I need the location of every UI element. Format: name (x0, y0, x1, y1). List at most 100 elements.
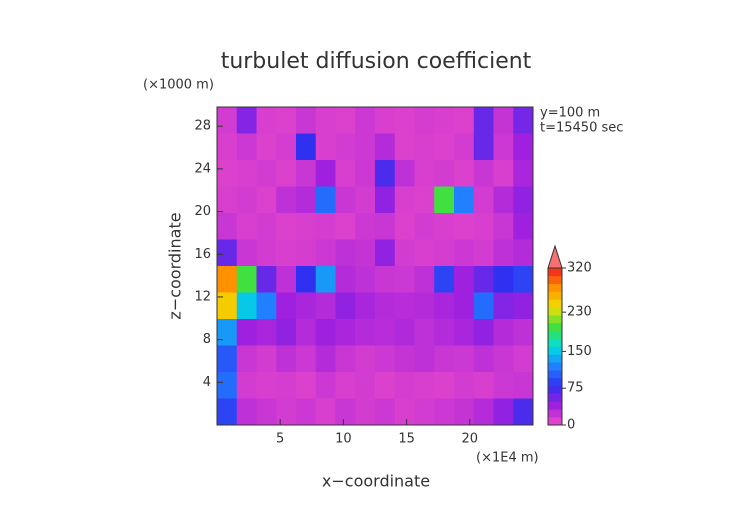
heat-cell (375, 107, 396, 134)
heat-cell (276, 292, 297, 320)
heat-cell (315, 213, 336, 240)
colorbar-band (548, 330, 562, 339)
heat-cell (513, 266, 534, 293)
y-axis-label: z−coordinate (166, 212, 185, 319)
heat-cell (454, 345, 475, 373)
heat-cell (335, 319, 356, 346)
heat-cell (217, 160, 238, 187)
colorbar-band (548, 299, 562, 308)
heat-cell (276, 266, 297, 293)
heat-cell (335, 292, 356, 320)
heat-cell (236, 107, 257, 134)
heat-cell (355, 345, 376, 373)
heat-cell (513, 133, 534, 161)
heat-cell (236, 239, 257, 267)
heat-cell (473, 186, 494, 214)
colorbar-band (548, 346, 562, 355)
plot-frame (216, 106, 534, 426)
heat-cell (355, 239, 376, 267)
heat-cell (236, 345, 257, 373)
heat-cell (315, 239, 336, 267)
heat-cell (414, 292, 435, 320)
colorbar-band (548, 307, 562, 316)
heat-cell (513, 319, 534, 346)
heat-cell (454, 319, 475, 346)
heat-cell (217, 266, 238, 293)
heat-cell (256, 398, 277, 426)
heat-cell (375, 239, 396, 267)
colorbar-tick-label: 320 (567, 261, 592, 276)
heat-cell (434, 345, 455, 373)
heat-cell (513, 107, 534, 134)
heat-cell (335, 239, 356, 267)
colorbar-band (548, 315, 562, 324)
heat-cell (296, 107, 317, 134)
heat-cell (256, 186, 277, 214)
heat-cell (315, 292, 336, 320)
colorbar-band (548, 362, 562, 371)
colorbar-band (548, 338, 562, 347)
y-tick-label: 8 (203, 332, 211, 347)
heat-cell (414, 372, 435, 399)
y-tick-label: 12 (194, 289, 211, 304)
heat-cell (315, 266, 336, 293)
heat-cell (414, 266, 435, 293)
heat-cell (335, 160, 356, 187)
heat-cell (434, 186, 455, 214)
colorbar-tick-label: 75 (567, 381, 584, 396)
heat-cell (296, 239, 317, 267)
heat-cell (375, 345, 396, 373)
heat-cell (493, 186, 514, 214)
heat-cell (414, 160, 435, 187)
heat-cell (434, 107, 455, 134)
colorbar-band (548, 393, 562, 402)
heat-cell (434, 133, 455, 161)
heat-cell (454, 107, 475, 134)
heat-cell (315, 345, 336, 373)
heat-cell (355, 107, 376, 134)
heat-cell (375, 319, 396, 346)
heat-cell (493, 107, 514, 134)
heat-cell (315, 398, 336, 426)
heat-cell (315, 186, 336, 214)
heat-cell (473, 266, 494, 293)
y-tick-label: 16 (194, 247, 211, 262)
heat-cell (276, 319, 297, 346)
heat-cell (375, 213, 396, 240)
heat-cell (394, 239, 415, 267)
heat-cell (217, 345, 238, 373)
heat-cell (414, 107, 435, 134)
heat-cell (335, 345, 356, 373)
colorbar-band (548, 283, 562, 292)
heat-cell (217, 133, 238, 161)
y-unit: (×1000 m) (143, 78, 214, 93)
heat-cell (375, 266, 396, 293)
heat-cell (276, 213, 297, 240)
heat-cell (473, 292, 494, 320)
heat-cell (473, 213, 494, 240)
colorbar-band (548, 377, 562, 387)
heat-cell (296, 398, 317, 426)
heat-cell (454, 372, 475, 399)
colorbar-band (548, 322, 562, 332)
heat-cell (375, 186, 396, 214)
colorbar-band (548, 370, 562, 379)
heat-cell (276, 239, 297, 267)
heat-cell (236, 133, 257, 161)
heat-cell (256, 213, 277, 240)
heat-cell (513, 292, 534, 320)
annotation: t=15450 sec (540, 121, 623, 136)
heat-cell (335, 213, 356, 240)
heat-cell (296, 213, 317, 240)
x-tick-label: 20 (462, 432, 479, 447)
heat-cell (236, 319, 257, 346)
heat-cell (355, 372, 376, 399)
heat-cell (394, 186, 415, 214)
heat-cell (414, 319, 435, 346)
heat-cell (236, 266, 257, 293)
heat-cell (256, 292, 277, 320)
heat-cell (375, 372, 396, 399)
heat-cell (434, 398, 455, 426)
colorbar-tick-label: 0 (567, 418, 575, 433)
